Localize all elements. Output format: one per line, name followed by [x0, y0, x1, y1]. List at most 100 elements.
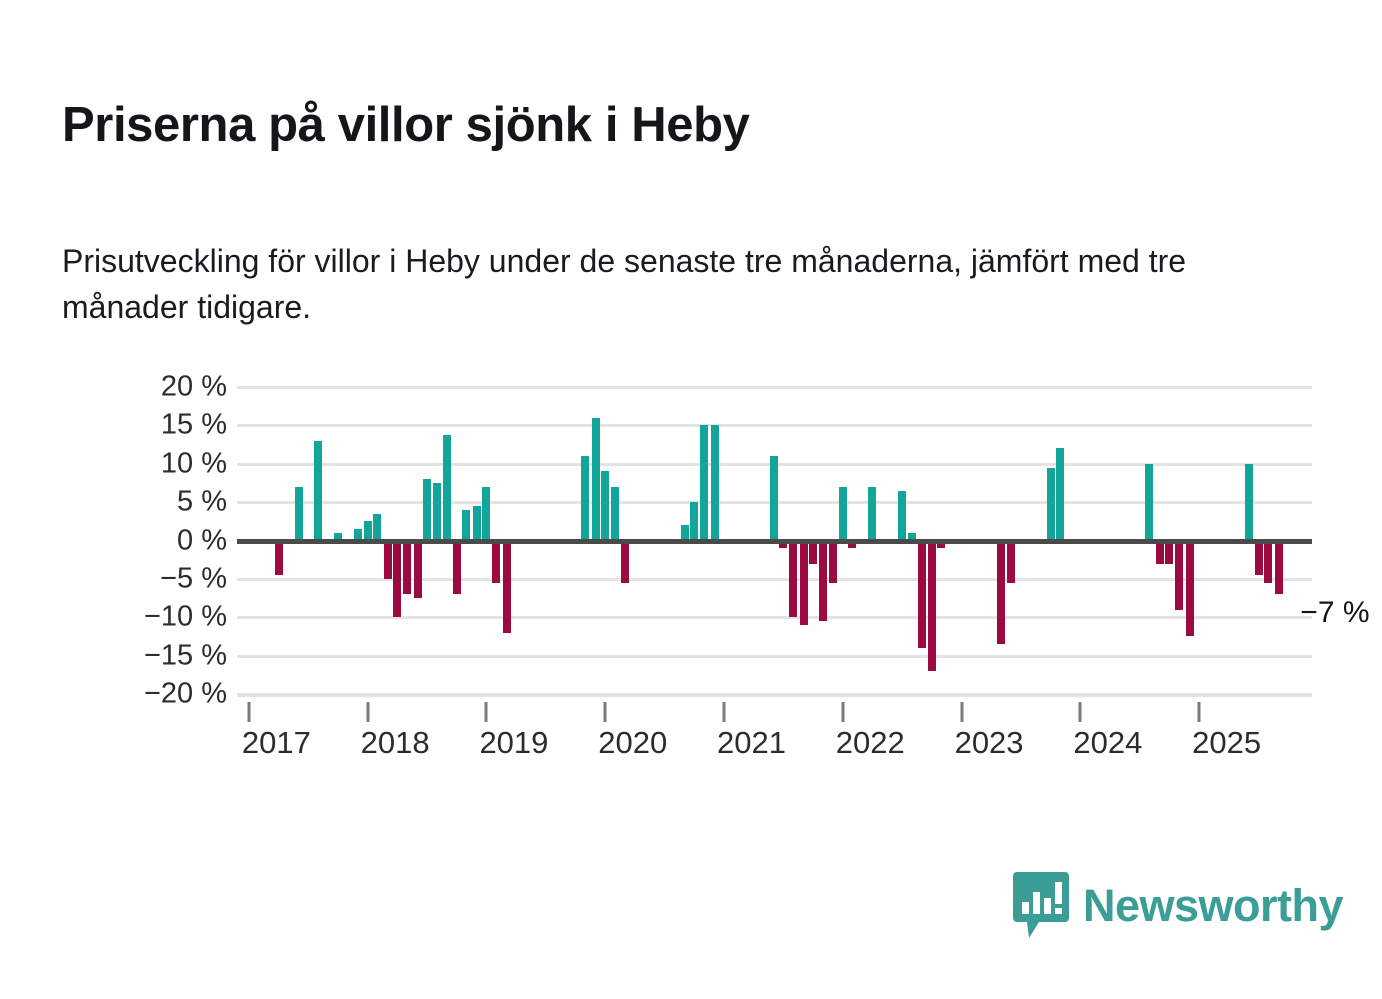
zero-axis-line: [237, 538, 1312, 544]
newsworthy-logo: Newsworthy: [1013, 872, 1344, 938]
x-axis-tick: [841, 702, 845, 722]
bar: [680, 525, 689, 541]
bar: [363, 521, 372, 541]
plot-area: 20 % 15 % 10 % 5 % 0 % −5 % −10 % −15 % −20 %: [144, 372, 1312, 708]
bar: [581, 456, 590, 541]
newsworthy-wordmark: Newsworthy: [1083, 879, 1344, 931]
x-axis-tick: [1078, 702, 1082, 722]
bar: [838, 486, 847, 541]
bar: [918, 540, 927, 648]
bar-chart: 20 % 15 % 10 % 5 % 0 % −5 % −10 % −15 % −20 % 20…: [62, 370, 1370, 770]
bar: [354, 528, 363, 541]
x-axis-tick-label: 2020: [598, 725, 668, 760]
bar: [294, 486, 303, 541]
x-axis-tick: [484, 702, 488, 722]
x-axis-tick: [247, 702, 251, 722]
x-axis-tick: [722, 702, 726, 722]
x-axis-tick: [1197, 702, 1201, 722]
bar: [788, 540, 797, 618]
bar: [1174, 540, 1183, 610]
bar: [423, 479, 432, 541]
x-axis-tick-label: 2022: [835, 725, 905, 760]
bar: [373, 513, 382, 541]
bar: [1165, 540, 1174, 564]
bar: [769, 456, 778, 541]
bar: [829, 540, 838, 583]
bar: [333, 532, 342, 541]
y-axis-tick-label: 10 %: [160, 447, 227, 480]
bar: [313, 440, 322, 541]
bar: [601, 471, 610, 541]
y-axis-tick-label: −15 %: [143, 639, 227, 672]
bar: [393, 540, 402, 618]
gridline: [237, 424, 1312, 428]
bar: [1185, 540, 1194, 637]
bar: [868, 486, 877, 541]
y-axis-tick-label: −5 %: [160, 562, 227, 595]
bar: [491, 540, 500, 583]
bar: [907, 532, 916, 541]
bar: [779, 540, 788, 549]
bar: [443, 434, 452, 541]
gridline: [237, 654, 1312, 658]
bar: [1254, 540, 1263, 576]
last-value-annotation: −7 %: [1300, 596, 1370, 630]
bar-chart-speech-bubble-icon: [1013, 872, 1069, 938]
bar: [818, 540, 827, 622]
y-axis-tick-label: 5 %: [177, 485, 227, 518]
bar: [809, 540, 818, 564]
gridline: [237, 386, 1312, 389]
bar: [432, 482, 441, 541]
x-axis-tick-label: 2017: [241, 725, 311, 760]
bar: [848, 540, 857, 549]
bar: [383, 540, 392, 579]
y-axis-tick-label: 0 %: [177, 524, 227, 556]
bar: [1155, 540, 1164, 564]
bar: [1056, 448, 1065, 541]
bar: [621, 540, 630, 583]
y-axis-tick-label: 15 %: [160, 408, 227, 441]
x-axis-tick-label: 2019: [479, 725, 549, 760]
y-axis-tick-label: 20 %: [160, 370, 227, 403]
page-subtitle: Prisutveckling för villor i Heby under d…: [62, 243, 1187, 326]
y-axis-tick-label: −20 %: [143, 677, 227, 710]
bar: [482, 486, 491, 541]
x-axis-tick-label: 2025: [1192, 725, 1262, 760]
bar: [274, 540, 283, 576]
gridline: [237, 577, 1312, 581]
bar: [502, 540, 511, 633]
bar: [591, 417, 600, 541]
bar: [610, 486, 619, 541]
x-axis-tick: [960, 702, 964, 722]
y-axis-tick-label: −10 %: [143, 600, 227, 633]
x-axis: 2017 2018 2019 2020 2021 2022 2023 2024 2025: [237, 694, 1312, 770]
gridline: [237, 616, 1312, 620]
x-axis-tick-label: 2021: [717, 725, 786, 760]
x-axis-tick-label: 2024: [1073, 725, 1143, 760]
bar-series: [237, 387, 1312, 694]
x-axis-line: [237, 694, 1312, 697]
bar: [402, 540, 411, 595]
bar: [710, 425, 719, 541]
bar: [413, 540, 422, 599]
bar: [1046, 467, 1055, 541]
x-axis-tick-label: 2023: [954, 725, 1024, 760]
bar: [927, 540, 936, 671]
x-axis-tick: [603, 702, 607, 722]
bar: [996, 540, 1005, 645]
bar: [1007, 540, 1016, 583]
bar: [1274, 540, 1283, 595]
bar: [937, 540, 946, 549]
bar: [472, 505, 481, 541]
bar: [452, 540, 461, 595]
bar: [1145, 463, 1154, 541]
x-axis-tick-label: 2018: [360, 725, 430, 760]
bar: [690, 502, 699, 541]
bar: [898, 490, 907, 541]
bar: [1245, 463, 1254, 541]
x-axis-tick: [366, 702, 370, 722]
bar: [462, 509, 471, 541]
bar: [1264, 540, 1273, 583]
bar: [799, 540, 808, 625]
